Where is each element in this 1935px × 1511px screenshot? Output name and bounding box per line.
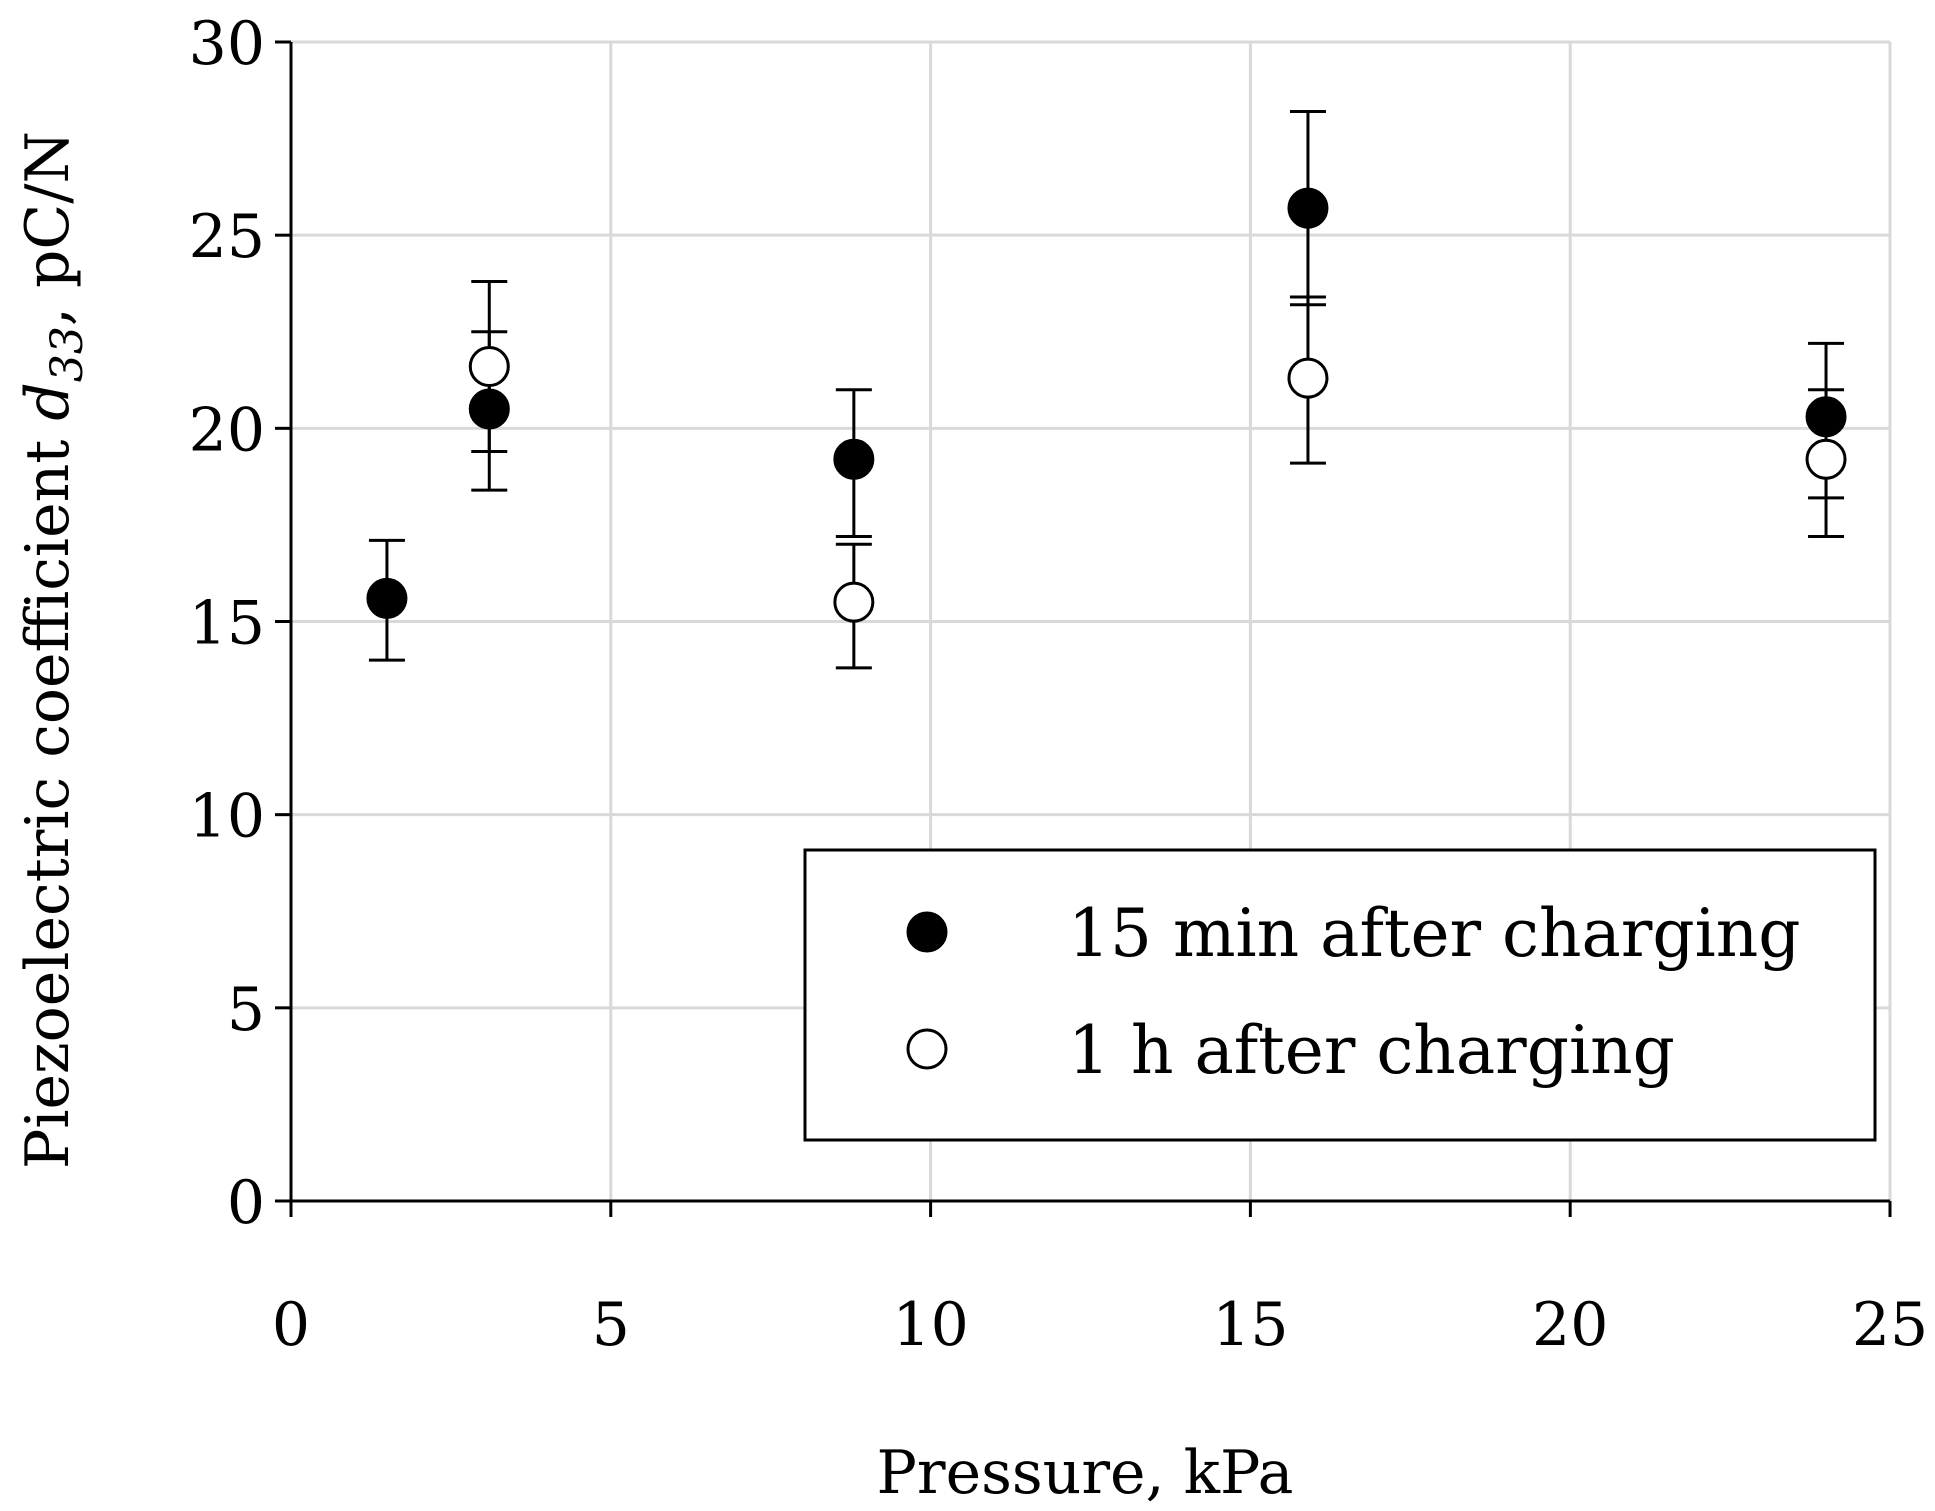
x-tick-label: 10 (892, 1290, 968, 1360)
x-tick-label: 15 (1212, 1290, 1288, 1360)
legend-marker-filled (906, 911, 948, 953)
tick-labels: 0 5 10 15 20 25 30 0 5 10 15 20 25 (189, 9, 1929, 1360)
y-tick-label: 0 (227, 1168, 265, 1238)
legend: 15 min after charging 1 h after charging (803, 848, 1877, 1142)
y-axis-title: Piezoelectric coefficient d33, pC/N (13, 131, 93, 1169)
y-tick-label: 25 (189, 202, 265, 272)
legend-label-1h: 1 h after charging (1068, 1012, 1675, 1089)
x-tick-label: 5 (592, 1290, 630, 1360)
y-tick-label: 5 (227, 975, 265, 1045)
y-tick-label: 15 (189, 589, 265, 659)
data-point-open (1287, 357, 1329, 399)
x-axis-title: Pressure, kPa (877, 1438, 1294, 1508)
data-point-filled (366, 577, 408, 619)
data-point-open (1805, 438, 1847, 480)
x-tick-label: 0 (272, 1290, 310, 1360)
gridlines (291, 40, 1892, 1201)
y-tick-label: 10 (189, 782, 265, 852)
x-tick-label: 25 (1852, 1290, 1928, 1360)
data-point-open (833, 581, 875, 623)
legend-label-15min: 15 min after charging (1068, 895, 1801, 972)
data-point-filled (833, 438, 875, 480)
y-tick-label: 30 (189, 9, 265, 79)
x-tick-label: 20 (1532, 1290, 1608, 1360)
data-series (366, 110, 1847, 670)
legend-marker-open (906, 1028, 948, 1070)
axes (275, 40, 1892, 1217)
series-15min (366, 110, 1847, 662)
legend-box (803, 848, 1877, 1142)
series-1h (468, 280, 1847, 670)
data-point-filled (1287, 187, 1329, 229)
y-tick-label: 20 (189, 395, 265, 465)
data-point-open (468, 346, 510, 388)
